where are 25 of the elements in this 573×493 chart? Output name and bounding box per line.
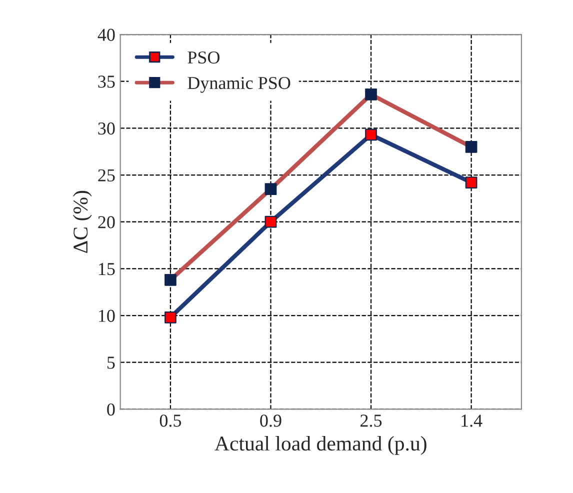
point — [465, 140, 478, 153]
y-tick-label: 15 — [99, 263, 115, 276]
point — [365, 88, 377, 100]
y-tick-label: 10 — [99, 310, 115, 322]
x-tick-label: 1.4 — [462, 414, 482, 427]
point — [264, 183, 277, 195]
legend-label: PSO — [188, 51, 220, 64]
y-axis-title: ΔC (%) — [72, 190, 92, 253]
y-tick-label: 25 — [98, 169, 115, 182]
y-tick-label: 30 — [98, 122, 115, 135]
y-tick-label: 5 — [107, 356, 115, 369]
point — [465, 176, 478, 188]
point — [365, 128, 377, 141]
y-tick-label: 40 — [98, 28, 115, 41]
y-tick-label: 35 — [98, 76, 115, 88]
point — [164, 274, 176, 286]
legend-label: Dynamic PSO — [188, 76, 290, 93]
x-tick-label: 0.9 — [260, 414, 282, 427]
x-tick-label: 0.5 — [160, 414, 182, 427]
x-tick-label: 2.5 — [360, 414, 382, 427]
y-tick-label: 0 — [107, 403, 115, 416]
point — [264, 216, 277, 228]
x-axis-title: Actual load demand (p.u) — [214, 436, 426, 455]
point — [164, 311, 176, 324]
y-tick-label: 20 — [98, 216, 115, 228]
